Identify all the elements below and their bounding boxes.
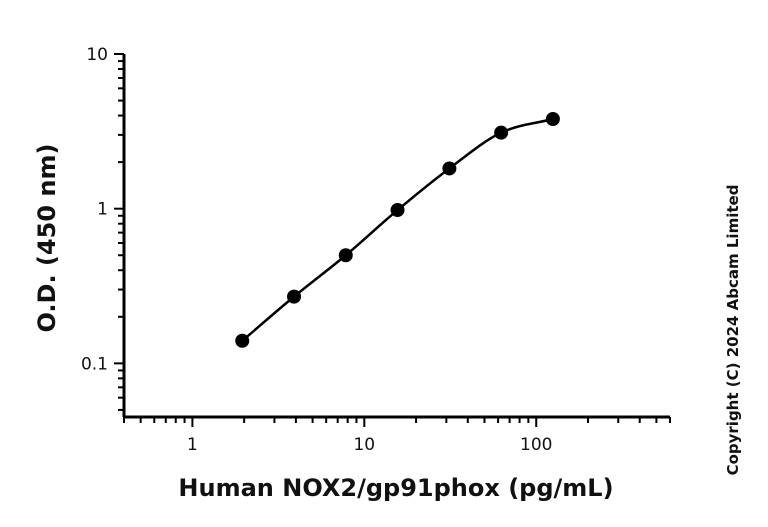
copyright-text: Copyright (C) 2024 Abcam Limited: [724, 185, 742, 476]
axes: 1 10 100 0.1 1 10: [81, 45, 671, 455]
x-tick-label: 10: [353, 435, 375, 455]
data-point: [545, 111, 560, 126]
y-tick-label: 1: [97, 200, 108, 220]
y-axis-title: O.D. (450 nm): [33, 144, 61, 333]
data-point: [442, 161, 457, 176]
data-points-layer: [235, 111, 560, 348]
data-point: [287, 289, 302, 304]
data-point: [338, 248, 353, 263]
data-point: [390, 203, 405, 218]
data-point: [494, 125, 509, 140]
x-tick-label: 1: [187, 435, 198, 455]
fit-curve-layer: [241, 117, 554, 342]
x-tick-label: 100: [520, 435, 552, 455]
x-axis-title: Human NOX2/gp91phox (pg/mL): [178, 474, 613, 502]
fit-curve: [241, 117, 554, 342]
data-point: [235, 333, 250, 348]
y-tick-label: 10: [86, 45, 108, 65]
y-tick-label: 0.1: [81, 354, 108, 374]
